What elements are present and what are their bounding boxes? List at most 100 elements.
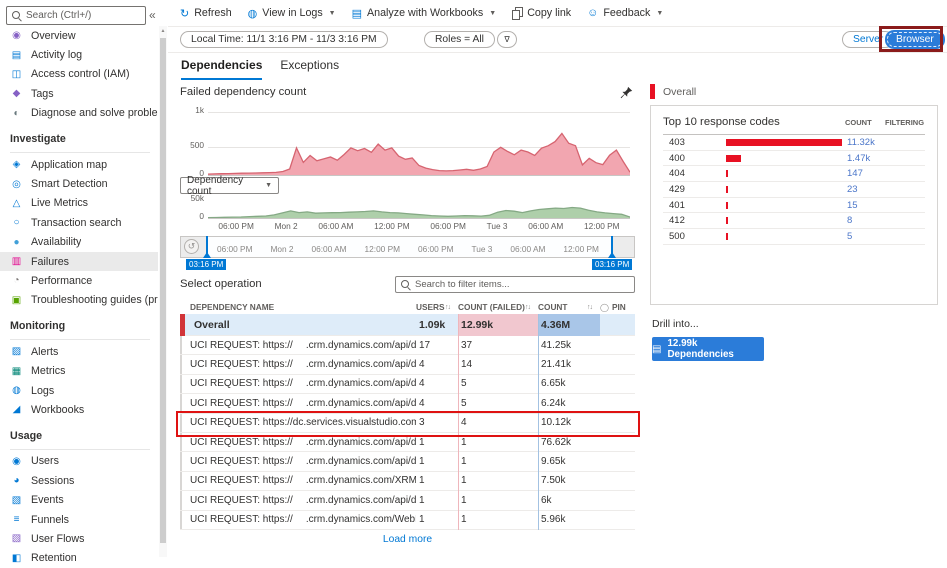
scrollbar-thumb[interactable] <box>160 38 166 543</box>
drill-dependencies-button[interactable]: ▤ 12.99k Dependencies <box>652 337 764 361</box>
table-row[interactable]: UCI REQUEST: https://.crm.dynamics.com/a… <box>180 394 635 414</box>
sidebar-item-failures[interactable]: ▥ Failures <box>0 251 158 272</box>
failed-count: 4 <box>461 417 467 429</box>
sidebar-item-workbooks[interactable]: ◢ Workbooks <box>0 400 158 419</box>
col-count: COUNT <box>538 302 568 312</box>
sidebar-item-label: Workbooks <box>31 403 85 416</box>
count-bar <box>726 185 728 193</box>
brush-start-label: 03:16 PM <box>186 259 227 270</box>
sidebar-item-events[interactable]: ▧ Events <box>0 490 158 509</box>
view-in-logs-label: View in Logs <box>262 7 323 19</box>
troubleshooting-guides-icon: ▣ <box>11 294 22 306</box>
sidebar-item-access-control-iam[interactable]: ◫ Access control (IAM) <box>0 65 158 84</box>
roles-filter-pill[interactable]: Roles = All <box>424 31 495 48</box>
sidebar-item-logs[interactable]: ◍ Logs <box>0 381 158 400</box>
count-link[interactable]: 147 <box>847 168 863 180</box>
sidebar-item-transaction-search[interactable]: ○ Transaction search <box>0 213 158 232</box>
table-row[interactable]: UCI REQUEST: https://dc.services.visuals… <box>180 414 635 433</box>
count-link[interactable]: 1.47k <box>847 152 871 164</box>
overall-row[interactable]: Overall 1.09k 12.99k 4.36M <box>180 314 635 336</box>
brush-handle-left[interactable] <box>203 236 211 258</box>
time-brush[interactable]: 06:00 PM Mon 2 06:00 AM 12:00 PM 06:00 PM Tue… <box>180 236 635 258</box>
sidebar-item-performance[interactable]: ◔ Performance <box>0 271 158 290</box>
count-link[interactable]: 15 <box>847 199 858 211</box>
sidebar-search[interactable] <box>6 6 146 25</box>
table-row[interactable]: UCI REQUEST: https://.crm.dynamics.com/a… <box>180 355 635 375</box>
x-axis-line <box>208 175 630 176</box>
table-row[interactable]: UCI REQUEST: https://.crm.dynamics.com/a… <box>180 375 635 395</box>
chevron-down-icon: ▼ <box>656 9 664 17</box>
pin-all-icon[interactable]: ◯ <box>600 302 609 312</box>
pin-icon[interactable] <box>620 86 633 102</box>
feedback-button[interactable]: ☺ Feedback ▼ <box>587 7 663 19</box>
response-code-row: 500 5 <box>663 229 925 245</box>
collapse-sidebar-icon[interactable]: « <box>149 8 156 22</box>
sidebar-item-alerts[interactable]: ▨ Alerts <box>0 342 158 361</box>
sidebar-item-application-map[interactable]: ◈ Application map <box>0 155 158 174</box>
sort-count-icon[interactable]: ↑↓ <box>587 303 593 311</box>
funnel-icon: ∇ <box>504 35 510 44</box>
sidebar-item-overview[interactable]: ◉ Overview <box>0 26 158 45</box>
sidebar-scrollbar[interactable]: ▲ <box>159 26 167 557</box>
sidebar-nav: ◉ Overview ▤ Activity log ◫ Access control (I… <box>0 26 158 568</box>
sidebar-item-live-metrics[interactable]: △ Live Metrics <box>0 194 158 213</box>
response-code-row: 403 11.32k <box>663 135 925 151</box>
table-row[interactable]: UCI REQUEST: https://.crm.dynamics.com/W… <box>180 511 635 530</box>
brush-handle-right[interactable] <box>608 236 616 258</box>
table-row[interactable]: UCI REQUEST: https://.crm.dynamics.com/a… <box>180 452 635 472</box>
section-header-investigate: Investigate <box>10 132 66 145</box>
dependency-name: UCI REQUEST: https://dc.services.visuals… <box>180 417 416 428</box>
chevron-down-icon: ▼ <box>489 9 497 17</box>
tab-dependencies[interactable]: Dependencies <box>181 58 263 80</box>
time-tick: 06:00 PM <box>418 244 454 254</box>
copy-link-button[interactable]: Copy link <box>512 7 571 20</box>
time-tick: 06:00 PM <box>218 221 254 231</box>
sidebar-item-label: Access control (IAM) <box>31 68 130 81</box>
table-row[interactable]: UCI REQUEST: https://.crm.dynamics.com/X… <box>180 472 635 492</box>
total-count: 21.41k <box>541 359 572 371</box>
analyze-with-workbooks-button[interactable]: ▤ Analyze with Workbooks ▼ <box>352 7 497 20</box>
time-tick: Tue 3 <box>486 221 508 231</box>
operation-search-input[interactable] <box>415 279 629 290</box>
sidebar-item-retention[interactable]: ◧ Retention <box>0 549 158 568</box>
table-row[interactable]: UCI REQUEST: https://.crm.dynamics.com/a… <box>180 433 635 453</box>
sidebar-item-funnels[interactable]: ≡ Funnels <box>0 510 158 529</box>
metric-dropdown[interactable]: Dependency count ▼ <box>180 175 279 197</box>
browser-toggle-button[interactable]: Browser <box>885 30 945 49</box>
refresh-button[interactable]: ↻ Refresh <box>180 7 232 20</box>
users-count: 1 <box>419 475 425 487</box>
sidebar-item-availability[interactable]: ● Availability <box>0 233 158 252</box>
count-link[interactable]: 5 <box>847 230 853 242</box>
sort-users-icon[interactable]: ↑↓ <box>445 303 451 311</box>
brush-reset-icon[interactable]: ↺ <box>184 239 199 254</box>
view-in-logs-button[interactable]: ◍ View in Logs ▼ <box>248 7 336 20</box>
time-range-pill[interactable]: Local Time: 11/1 3:16 PM - 11/3 3:16 PM <box>180 31 388 48</box>
sidebar-item-activity-log[interactable]: ▤ Activity log <box>0 45 158 64</box>
count-link[interactable]: 11.32k <box>847 136 875 148</box>
add-filter-pill[interactable]: ∇ <box>497 31 517 48</box>
sidebar-item-user-flows[interactable]: ▧ User Flows <box>0 529 158 548</box>
operation-search[interactable] <box>395 276 635 293</box>
sidebar-item-sessions[interactable]: ◕ Sessions <box>0 471 158 490</box>
sidebar-item-label: Performance <box>31 274 93 287</box>
sort-failed-icon[interactable]: ↑↓ <box>525 303 531 311</box>
dependency-count-chart <box>208 206 630 218</box>
sidebar-item-users[interactable]: ◉ Users <box>0 452 158 471</box>
table-row[interactable]: UCI REQUEST: https://.crm.dynamics.com/a… <box>180 336 635 356</box>
gridline <box>208 147 630 148</box>
sidebar-item-metrics[interactable]: ▦ Metrics <box>0 361 158 380</box>
count-link[interactable]: 8 <box>847 215 853 227</box>
scroll-up-icon[interactable]: ▲ <box>160 28 166 34</box>
sidebar-item-tags[interactable]: ◆ Tags <box>0 84 158 103</box>
count-link[interactable]: 23 <box>847 183 858 195</box>
sidebar-item-troubleshooting-guides-previ[interactable]: ▣ Troubleshooting guides (previ... <box>0 291 158 310</box>
sidebar-item-smart-detection[interactable]: ◎ Smart Detection <box>0 174 158 193</box>
response-code-row: 404 147 <box>663 166 925 183</box>
dependency-name: UCI REQUEST: https://.crm.dynamics.com/a… <box>180 340 416 351</box>
table-row[interactable]: UCI REQUEST: https://.crm.dynamics.com/a… <box>180 491 635 511</box>
sidebar-search-input[interactable] <box>26 10 140 21</box>
tab-exceptions[interactable]: Exceptions <box>280 58 340 72</box>
time-tick: 06:00 AM <box>510 244 546 254</box>
sidebar-item-diagnose-and-solve-problems[interactable]: ◐ Diagnose and solve problems <box>0 104 158 123</box>
load-more-link[interactable]: Load more <box>382 534 433 545</box>
